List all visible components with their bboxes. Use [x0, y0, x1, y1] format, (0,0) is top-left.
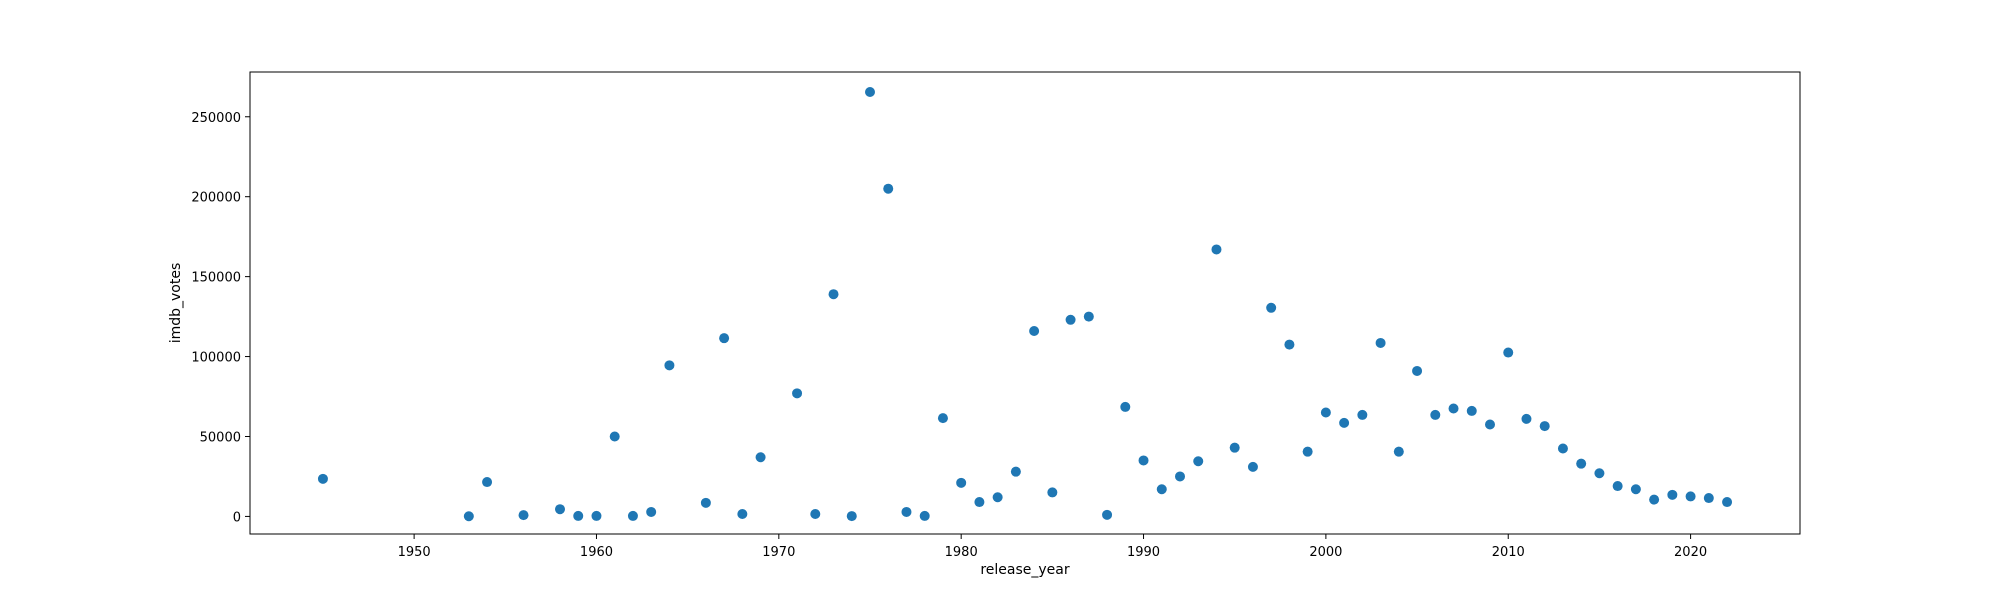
data-point: [1722, 497, 1733, 508]
data-point: [865, 86, 875, 97]
data-point: [1102, 509, 1113, 520]
data-point: [828, 289, 839, 300]
y-axis-ticks: 0 50000 100000 150000 200000 250000: [191, 111, 250, 525]
data-point: [1612, 481, 1623, 492]
data-point: [700, 497, 711, 508]
data-point: [1521, 413, 1532, 424]
data-point: [1138, 455, 1149, 466]
data-point: [317, 473, 328, 484]
y-tick-label: 100000: [191, 351, 241, 366]
data-point: [463, 511, 474, 522]
data-point: [719, 333, 730, 344]
data-point: [937, 413, 948, 424]
data-point: [1576, 458, 1587, 469]
y-tick-label: 50000: [200, 430, 241, 445]
data-point: [1448, 403, 1459, 414]
data-point: [1485, 419, 1495, 430]
x-tick-label: 2020: [1674, 545, 1707, 560]
data-point: [1412, 365, 1423, 376]
data-point: [1430, 409, 1441, 420]
data-point: [1156, 484, 1167, 495]
data-point: [1302, 446, 1313, 457]
data-point: [901, 506, 912, 517]
data-point: [1083, 311, 1094, 322]
data-point: [919, 510, 930, 521]
scatter-points: [317, 86, 1733, 522]
y-axis-label: imdb_votes: [168, 263, 184, 344]
x-tick-label: 1960: [580, 545, 613, 560]
x-tick-label: 2010: [1492, 545, 1525, 560]
data-point: [1539, 421, 1550, 432]
y-tick-label: 0: [233, 510, 241, 525]
data-point: [1065, 314, 1076, 325]
x-axis-label: release_year: [980, 562, 1070, 578]
x-tick-label: 1950: [398, 545, 431, 560]
data-point: [1175, 471, 1185, 482]
data-point: [883, 183, 894, 194]
data-point: [1557, 443, 1568, 454]
data-point: [1229, 442, 1240, 453]
data-point: [737, 509, 748, 520]
data-point: [1466, 405, 1477, 416]
data-point: [664, 360, 675, 371]
data-point: [646, 506, 657, 517]
data-point: [1047, 487, 1058, 498]
data-point: [956, 477, 967, 488]
data-point: [1029, 325, 1040, 336]
x-tick-label: 1990: [1127, 545, 1160, 560]
data-point: [1010, 466, 1021, 477]
data-point: [1193, 456, 1204, 467]
data-point: [1339, 417, 1350, 428]
data-point: [1211, 244, 1222, 255]
data-point: [1503, 347, 1514, 358]
data-point: [555, 504, 565, 515]
data-point: [792, 388, 803, 399]
data-point: [609, 431, 620, 442]
data-point: [1594, 468, 1605, 479]
data-point: [1703, 493, 1714, 504]
data-point: [1284, 339, 1295, 350]
x-axis-ticks: 1950 1960 1970 1980 1990 2000 2010 2020: [398, 534, 1707, 560]
y-tick-label: 200000: [191, 191, 241, 206]
data-point: [591, 510, 602, 521]
data-point: [627, 510, 638, 521]
data-point: [1667, 489, 1678, 500]
data-point: [482, 477, 493, 488]
data-point: [810, 509, 821, 520]
data-point: [1266, 302, 1277, 313]
data-point: [1357, 409, 1368, 420]
data-point: [1320, 407, 1331, 418]
data-point: [1393, 446, 1404, 457]
data-point: [1685, 491, 1696, 502]
data-point: [1120, 401, 1131, 412]
data-point: [518, 510, 529, 521]
data-point: [846, 511, 857, 522]
y-tick-label: 250000: [191, 111, 241, 126]
data-point: [573, 510, 584, 521]
data-point: [1630, 484, 1641, 495]
data-point: [1247, 461, 1258, 472]
data-point: [1649, 494, 1660, 505]
data-point: [1375, 337, 1386, 348]
data-point: [974, 497, 985, 508]
x-tick-label: 1970: [762, 545, 795, 560]
data-point: [992, 492, 1003, 503]
x-tick-label: 2000: [1309, 545, 1342, 560]
plot-frame: [249, 71, 1801, 535]
x-tick-label: 1980: [945, 545, 978, 560]
data-point: [755, 452, 766, 463]
y-tick-label: 150000: [191, 271, 241, 286]
